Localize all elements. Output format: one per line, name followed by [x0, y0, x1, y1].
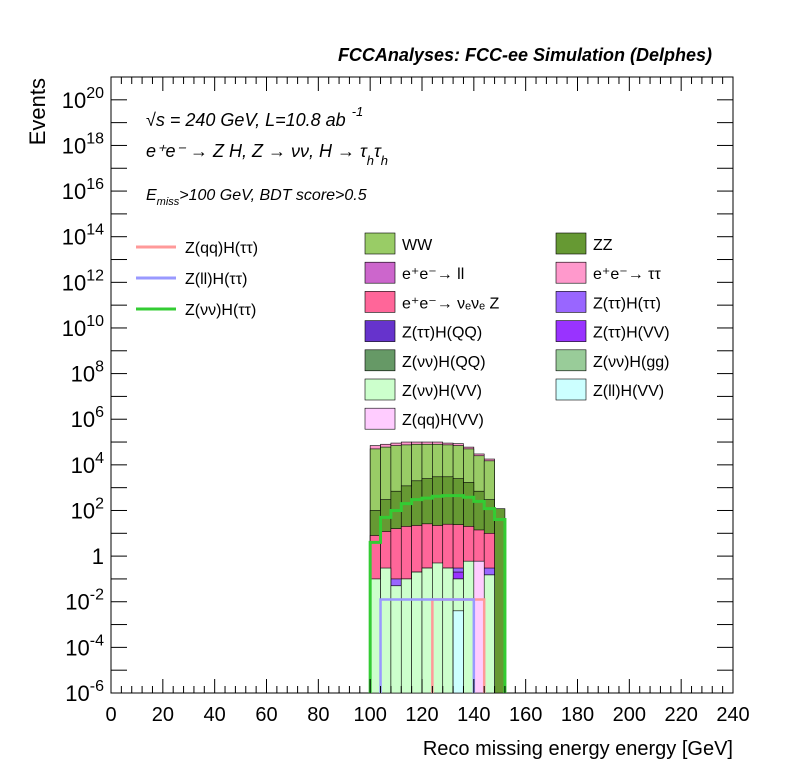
- x-tick-label-1: 20: [152, 704, 174, 726]
- y-tick-label-13: 1020: [62, 85, 104, 113]
- x-tick-label-11: 220: [664, 704, 697, 726]
- signal-2: [368, 494, 507, 693]
- legend-label-mid-4: Z(νν)H(QQ): [402, 354, 486, 371]
- x-tick-label-5: 100: [353, 704, 386, 726]
- x-tick-label-0: 0: [105, 704, 116, 726]
- bar-zz-12: [494, 508, 506, 694]
- bar-z-h-vv--4: [411, 571, 423, 694]
- legend-label-right-1: e⁺e⁻→ ττ: [593, 266, 661, 283]
- x-axis-label: Reco missing energy energy [GeV]: [423, 738, 733, 760]
- legend-label-mid-6: Z(qq)H(VV): [402, 412, 484, 429]
- legend: Z(qq)H(ττ) Z(ll)H(ττ) Z(νν)H(ττ) WW e⁺e⁻→ ll…: [136, 232, 670, 430]
- legend-swatch-mid-5: [364, 378, 396, 401]
- x-tick-label-8: 160: [509, 704, 542, 726]
- signal-lines: [368, 494, 507, 693]
- legend-label-left-0: Z(qq)H(ττ): [185, 240, 258, 257]
- x-tick-label-2: 40: [204, 704, 226, 726]
- legend-swatch-mid-0: [364, 232, 396, 255]
- signal-1: [379, 598, 476, 693]
- axes: 0 20 40 60 80 100 120 140 160 180 200 220 240 10-6 10-…: [62, 76, 750, 726]
- y-tick-label-11: 1016: [62, 176, 104, 204]
- legend-label-right-2: Z(ττ)H(ττ): [593, 295, 661, 312]
- legend-swatch-mid-2: [364, 291, 396, 313]
- legend-label-right-4: Z(νν)H(gg): [593, 354, 669, 371]
- legend-label-mid-3: Z(ττ)H(QQ): [402, 325, 482, 342]
- legend-label-mid-0: WW: [402, 237, 433, 254]
- annotation-process: e⁺e⁻ → Z H, Z → νν, H → τhτh: [146, 141, 388, 168]
- y-tick-label-7: 108: [71, 359, 104, 387]
- y-tick-label-8: 1010: [62, 313, 104, 341]
- legend-swatch-right-0: [555, 232, 587, 255]
- y-tick-label-3: 1: [92, 544, 104, 569]
- legend-label-right-3: Z(ττ)H(VV): [593, 325, 670, 342]
- y-tick-label-1: 10-4: [65, 632, 104, 660]
- bar-z-ll-h-vv--8: [452, 610, 464, 694]
- legend-label-left-2: Z(νν)H(ττ): [185, 302, 256, 319]
- legend-swatch-right-4: [555, 349, 587, 372]
- legend-label-mid-1: e⁺e⁻→ ll: [402, 266, 464, 283]
- bar-z-h-vv--1: [380, 567, 392, 694]
- annotations: √s = 240 GeV, L=10.8 ab -1 e⁺e⁻ → Z H, Z →…: [146, 104, 388, 208]
- y-tick-label-4: 102: [71, 495, 104, 523]
- x-tick-label-4: 80: [307, 704, 329, 726]
- annotation-cuts: Emiss>100 GeV, BDT score>0.5: [146, 187, 367, 208]
- annotation-energy: √s = 240 GeV, L=10.8 ab -1: [146, 104, 363, 130]
- y-tick-label-12: 1018: [62, 130, 104, 158]
- y-tick-label-2: 10-2: [65, 587, 104, 615]
- stacked-bars: [369, 441, 506, 694]
- bar-z-h-vv--11: [483, 574, 495, 694]
- legend-swatch-right-5: [555, 378, 587, 401]
- legend-label-right-5: Z(ll)H(VV): [593, 383, 664, 400]
- legend-swatch-right-3: [555, 320, 587, 342]
- y-tick-label-10: 1014: [62, 222, 104, 250]
- legend-swatch-mid-4: [364, 349, 396, 372]
- legend-swatch-mid-1: [364, 261, 396, 284]
- legend-swatch-mid-3: [364, 320, 396, 342]
- y-axis-label: Events: [25, 78, 50, 145]
- legend-label-right-0: ZZ: [593, 237, 613, 254]
- bar-z-h-vv--9: [463, 560, 475, 694]
- legend-label-left-1: Z(ll)H(ττ): [185, 271, 247, 288]
- y-tick-label-5: 104: [71, 450, 104, 478]
- x-tick-label-10: 200: [613, 704, 646, 726]
- bar-z-h-vv--5: [421, 567, 433, 694]
- legend-swatch-right-1: [555, 261, 587, 284]
- legend-swatch-right-2: [555, 291, 587, 313]
- bar-z-h-vv--6: [432, 562, 444, 694]
- bar-z-h-vv--3: [400, 578, 412, 694]
- x-tick-label-12: 240: [716, 704, 749, 726]
- x-tick-label-6: 120: [405, 704, 438, 726]
- legend-swatch-mid-6: [364, 407, 396, 430]
- legend-label-mid-5: Z(νν)H(VV): [402, 383, 482, 400]
- bar-z-h-vv--2: [390, 585, 402, 694]
- x-tick-label-7: 140: [457, 704, 490, 726]
- bar-z-h-vv--0: [369, 578, 381, 694]
- legend-label-mid-2: e⁺e⁻→ νₑνₑ Z: [402, 295, 499, 312]
- y-tick-label-9: 1012: [62, 267, 104, 295]
- y-tick-label-6: 106: [71, 404, 104, 432]
- bar-z-qq-h-vv--10: [473, 560, 485, 694]
- y-tick-label-0: 10-6: [65, 678, 104, 706]
- chart-title: FCCAnalyses: FCC-ee Simulation (Delphes): [338, 45, 712, 65]
- bar-z-h-vv--7: [442, 567, 454, 694]
- x-tick-label-9: 180: [561, 704, 594, 726]
- x-tick-label-3: 60: [255, 704, 277, 726]
